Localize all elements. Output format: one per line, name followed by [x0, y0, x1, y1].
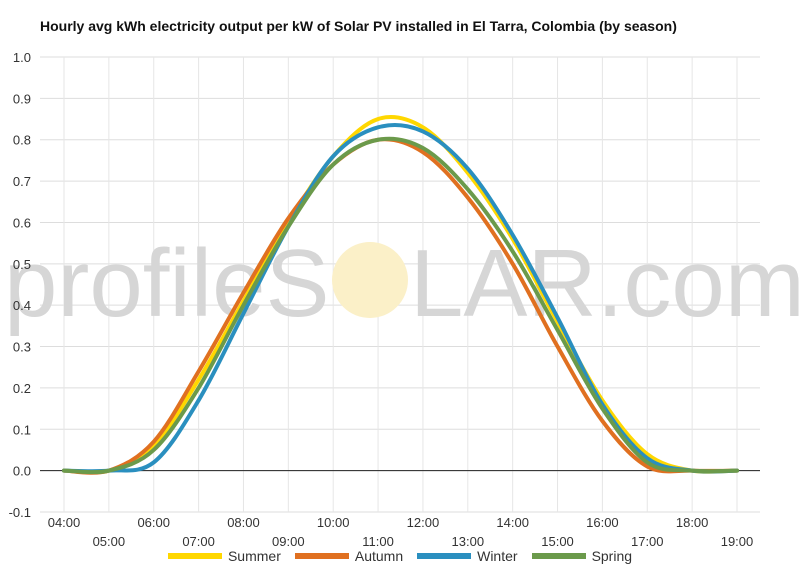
- series-line-summer: [62, 115, 739, 475]
- legend-swatch: [167, 553, 222, 559]
- y-tick-label: 1.0: [13, 50, 31, 65]
- watermark: profileS LAR.com: [4, 230, 800, 337]
- watermark-left: profileS: [4, 230, 330, 337]
- y-tick-label: 0.2: [13, 381, 31, 396]
- legend-item-summer: Summer: [167, 548, 281, 564]
- y-tick-label: 0.7: [13, 174, 31, 189]
- legend-label: Summer: [227, 548, 281, 564]
- legend-item-winter: Winter: [417, 548, 518, 564]
- watermark-right: LAR.com: [410, 230, 800, 337]
- x-tick-label: 17:00: [631, 534, 664, 549]
- y-tick-label: 0.4: [13, 298, 31, 313]
- x-tick-label: 07:00: [182, 534, 215, 549]
- x-tick-label: 04:00: [48, 515, 81, 530]
- x-tick-label: 08:00: [227, 515, 260, 530]
- series-line-spring: [62, 136, 739, 475]
- legend-label: Spring: [591, 548, 633, 564]
- series-line-winter: [62, 122, 739, 474]
- series-lines: [62, 115, 739, 475]
- x-tick-label: 05:00: [93, 534, 126, 549]
- y-axis-ticks: -0.1 0.0 0.1 0.2 0.3 0.4 0.5 0.6 0.7 0.8 0.9 1.0: [9, 50, 31, 520]
- x-tick-label: 18:00: [676, 515, 709, 530]
- chart-title: Hourly avg kWh electricity output per kW…: [40, 18, 677, 34]
- y-tick-label: 0.9: [13, 91, 31, 106]
- y-tick-label: 0.3: [13, 340, 31, 355]
- y-tick-label: 0.6: [13, 215, 31, 230]
- x-tick-label: 14:00: [496, 515, 529, 530]
- x-tick-label: 06:00: [137, 515, 170, 530]
- y-tick-label: 0.8: [13, 133, 31, 148]
- x-tick-label: 09:00: [272, 534, 305, 549]
- x-tick-label: 10:00: [317, 515, 350, 530]
- x-tick-label: 12:00: [407, 515, 440, 530]
- y-tick-label: 0.0: [13, 464, 31, 479]
- watermark-sun: [332, 242, 408, 318]
- legend-swatch: [531, 553, 586, 559]
- legend-label: Autumn: [354, 548, 404, 564]
- x-tick-label: 15:00: [541, 534, 574, 549]
- legend-swatch: [417, 553, 472, 559]
- y-tick-label: 0.1: [13, 422, 31, 437]
- legend-swatch: [294, 553, 349, 559]
- legend-label: Winter: [477, 548, 518, 564]
- x-tick-label: 16:00: [586, 515, 619, 530]
- y-tick-label: -0.1: [9, 505, 31, 520]
- legend-item-spring: Spring: [531, 548, 633, 564]
- x-axis-ticks: 04:00 05:00 06:00 07:00 08:00 09:00 10:00 11:00…: [48, 515, 754, 549]
- x-tick-label: 13:00: [452, 534, 485, 549]
- x-tick-label: 19:00: [721, 534, 754, 549]
- legend-item-autumn: Autumn: [294, 548, 404, 564]
- y-tick-label: 0.5: [13, 257, 31, 272]
- legend: Summer Autumn Winter Spring: [0, 548, 800, 564]
- x-tick-label: 11:00: [362, 534, 394, 549]
